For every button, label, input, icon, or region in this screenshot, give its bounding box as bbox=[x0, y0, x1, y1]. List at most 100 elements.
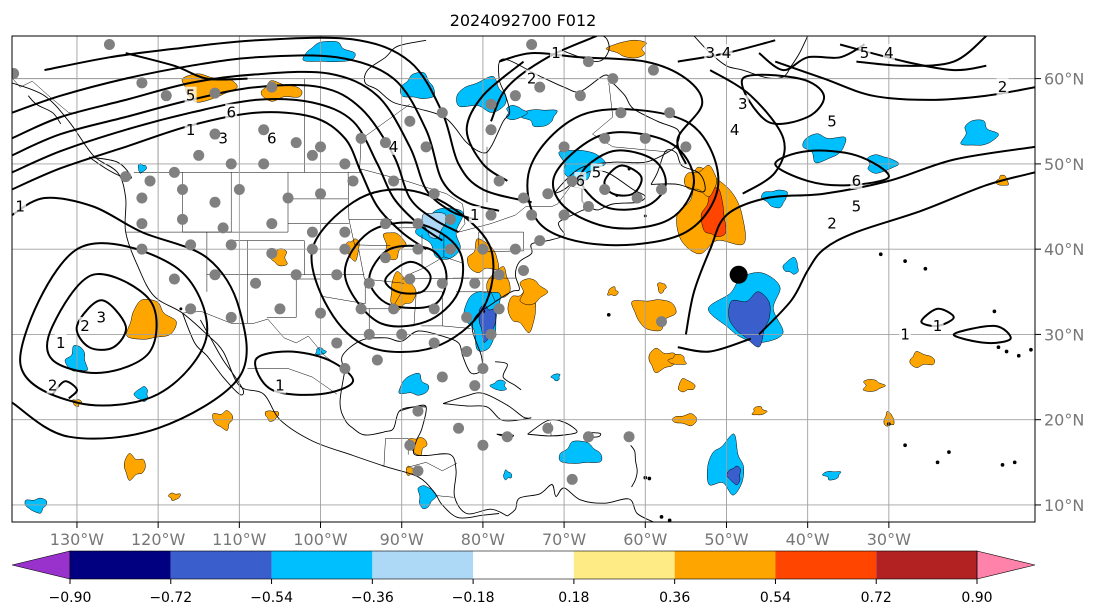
coast-cuba bbox=[442, 392, 532, 422]
station-dot bbox=[144, 175, 156, 187]
station-dot bbox=[582, 431, 594, 443]
shade-blue-12 bbox=[802, 133, 847, 164]
border-us-states-nm2 bbox=[266, 274, 297, 318]
station-dot bbox=[493, 269, 505, 281]
station-dot bbox=[639, 132, 651, 144]
contour-label: 6 bbox=[267, 129, 277, 147]
colorbar-bin bbox=[473, 551, 574, 579]
station-dot bbox=[371, 354, 383, 366]
colorbar-tick-label: −0.72 bbox=[149, 590, 192, 606]
colorbar-min-extension bbox=[11, 550, 71, 580]
shade-blue-44 bbox=[417, 485, 437, 510]
shade-blue-63 bbox=[137, 163, 147, 174]
station-dot bbox=[412, 405, 424, 417]
contour-label: 5 bbox=[852, 198, 862, 216]
border-us-states-mid bbox=[125, 172, 289, 233]
shade-blue-40 bbox=[398, 372, 430, 396]
contour-north-central-1 bbox=[465, 60, 525, 182]
station-dot bbox=[120, 171, 132, 183]
contour-east-ridge-north bbox=[498, 51, 704, 165]
contour-label: 5 bbox=[592, 163, 602, 181]
contour-label: 3 bbox=[218, 129, 228, 147]
station-dot bbox=[664, 107, 676, 119]
colorbar-bin bbox=[170, 551, 272, 579]
station-dot bbox=[469, 277, 481, 289]
colorbar-bin bbox=[271, 551, 373, 579]
station-dot bbox=[379, 252, 391, 264]
coast-yucatan-peninsula bbox=[399, 406, 427, 412]
contour-atlantic-north-6 bbox=[758, 43, 866, 72]
station-dot bbox=[209, 87, 221, 99]
station-dot bbox=[428, 188, 440, 200]
contour-label: 3 bbox=[705, 44, 715, 62]
station-dot bbox=[542, 422, 554, 434]
contour-label: 6 bbox=[576, 172, 586, 190]
contour-sw-low-1 bbox=[75, 299, 127, 351]
contour-label-bg bbox=[728, 120, 741, 138]
latitude-axis: 60°N 50°N 40°N 30°N 20°N 10°N bbox=[1035, 70, 1084, 515]
station-dot bbox=[518, 192, 529, 204]
station-dot bbox=[469, 380, 481, 392]
station-dot bbox=[477, 363, 489, 375]
coast-baja-peninsula bbox=[182, 312, 245, 396]
station-dot bbox=[647, 64, 659, 76]
contour-label: 1 bbox=[15, 198, 25, 216]
contour-label-bg bbox=[931, 316, 944, 334]
island-dot bbox=[923, 266, 928, 271]
contour-label: 2 bbox=[80, 317, 90, 335]
station-dot bbox=[444, 213, 456, 225]
contour-east-low-1 bbox=[603, 164, 643, 197]
contour-label: 3 bbox=[97, 308, 107, 326]
contour-low-outer bbox=[310, 188, 495, 353]
station-dot bbox=[225, 239, 237, 251]
station-dot bbox=[225, 311, 237, 323]
station-dot bbox=[534, 81, 546, 93]
station-dot bbox=[225, 158, 237, 170]
colorbar-tick-label: 0.36 bbox=[659, 590, 690, 606]
shade-blue-49 bbox=[822, 471, 842, 481]
colorbar-max-extension bbox=[976, 550, 1036, 580]
station-dot bbox=[461, 345, 473, 357]
station-dot bbox=[209, 128, 221, 140]
station-dot bbox=[282, 192, 294, 204]
border-us-states-mo bbox=[358, 249, 405, 284]
station-dot bbox=[168, 273, 180, 285]
station-dot bbox=[339, 158, 351, 170]
station-dot bbox=[363, 277, 375, 289]
border-us-states-sc bbox=[456, 291, 496, 302]
station-dot bbox=[404, 115, 416, 127]
station-dot bbox=[493, 175, 505, 187]
station-dot bbox=[209, 269, 221, 281]
coast-newfoundland bbox=[650, 149, 706, 193]
station-dot bbox=[404, 439, 416, 451]
contour-atlantic-ridge bbox=[677, 337, 752, 353]
contour-label-bg bbox=[858, 44, 871, 62]
contour-atlantic-upper-east bbox=[856, 36, 987, 67]
contour-label: 1 bbox=[56, 334, 66, 352]
station-dot bbox=[160, 90, 172, 102]
storm-marker bbox=[729, 265, 748, 284]
shade-orange-19 bbox=[648, 347, 678, 374]
station-dot bbox=[558, 209, 570, 221]
shade-orange-50 bbox=[657, 282, 667, 294]
contour-sw-outer bbox=[12, 196, 248, 440]
station-dot bbox=[306, 243, 318, 255]
station-dot bbox=[355, 303, 367, 315]
coast-mexico-gulf-coast bbox=[339, 370, 508, 517]
contour-label-bg bbox=[54, 333, 67, 351]
station-dot bbox=[266, 218, 278, 230]
colorbar-frame bbox=[69, 550, 978, 580]
station-dot bbox=[518, 264, 529, 276]
contour-label: 2 bbox=[827, 215, 837, 233]
colorbar-bin bbox=[372, 551, 474, 579]
station-dot bbox=[428, 337, 440, 349]
lon-tick-label: 30°W bbox=[867, 530, 911, 549]
station-dot bbox=[266, 247, 278, 259]
station-dot bbox=[290, 269, 302, 281]
coast-gulf-and-east-coast bbox=[341, 39, 681, 375]
station-dot bbox=[331, 269, 343, 281]
shade-orange-53 bbox=[667, 354, 687, 365]
colorbar-tick-label: 0.18 bbox=[558, 590, 589, 606]
station-dot bbox=[355, 132, 367, 144]
shade-blue-7 bbox=[505, 105, 529, 121]
